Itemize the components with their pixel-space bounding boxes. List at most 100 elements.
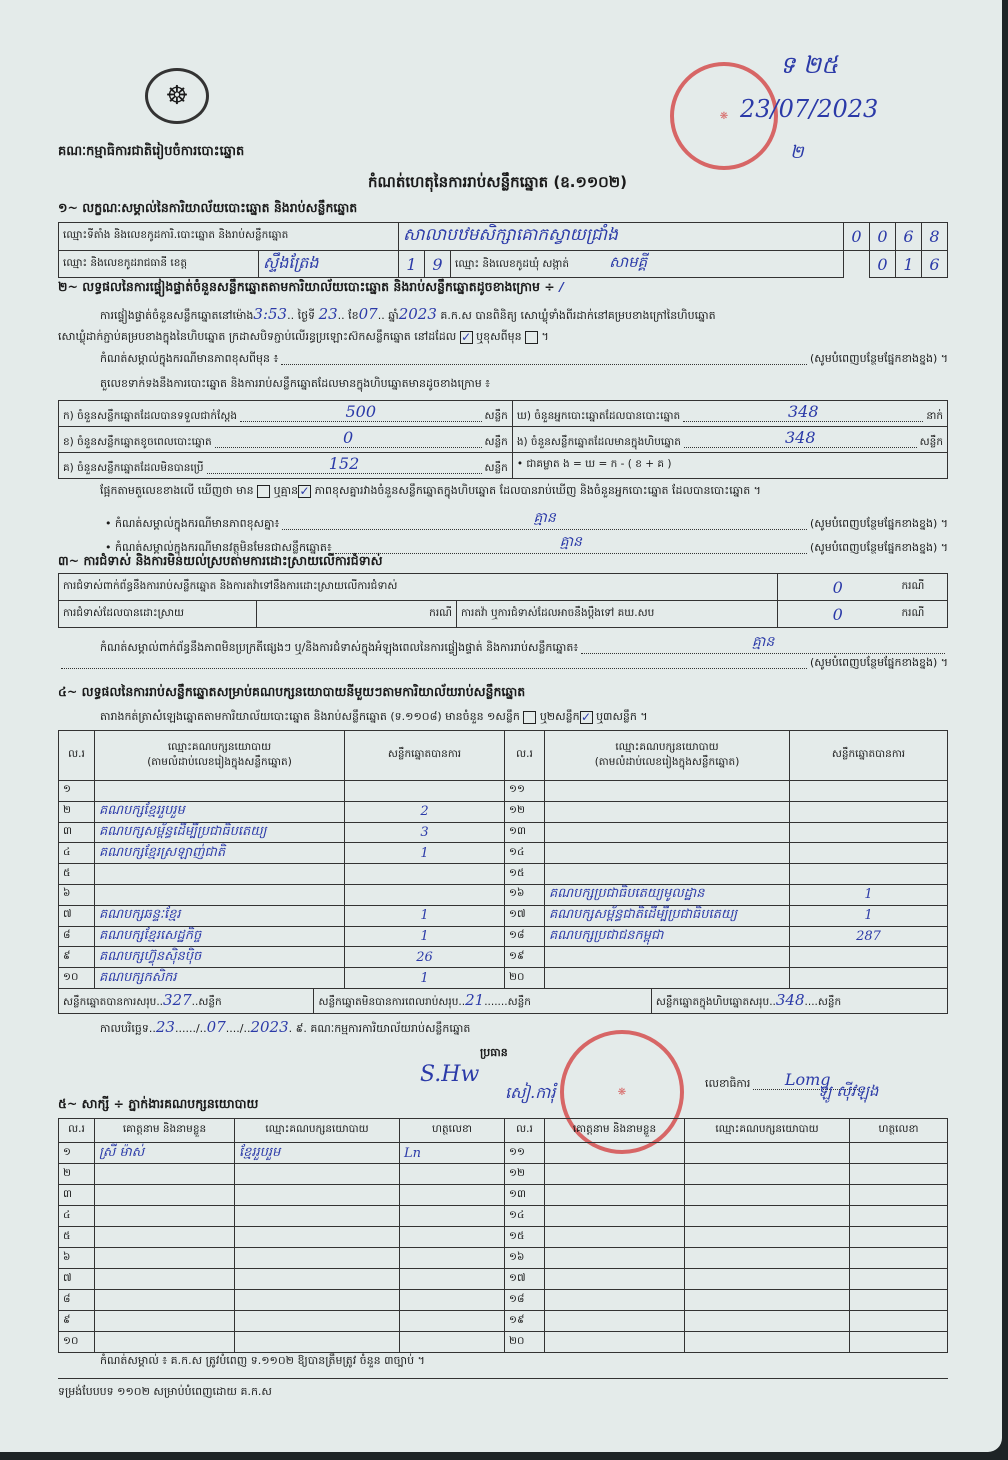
col-party: ឈ្មោះគណបក្សនយោបាយ [684,1118,850,1143]
table-row: ២គណបក្សខ្មែររួបរួម 2 ១២ [58,800,948,823]
figure-d: ឃ) ចំនួនអ្នកបោះឆ្នោតដែលបានបោះឆ្នោត 348 នាក… [511,400,949,427]
appeal-label: ការតវ៉ា ឬការជំទាស់ដែលអាចនឹងប្តឹងទៅ គឃ.សប [456,600,778,628]
resolved-label: ការជំទាស់ដែលបានដោះស្រាយ [58,600,257,628]
text: (សូមបំពេញបន្ថែមផ្នែកខាងខ្នង) ។ [809,656,948,669]
results-table: ល.រ ឈ្មោះគណបក្សនយោបាយ (តាមលំដាប់លេខរៀងក្ន… [58,730,948,989]
witness-name [544,1226,685,1248]
party-votes [344,883,505,906]
text: ឬគ្មាន [273,484,299,497]
witness-no: ១៤ [504,1205,545,1227]
table-row: ៩គណបក្សហ៊្វុនស៊ិនប៉ិច 26 ១៩ [58,946,948,969]
table-row: ៨ ១៨ [58,1289,948,1311]
value: 500 [240,402,482,422]
note-mismatch-value: គ្មាន [282,508,807,530]
party-votes [789,800,948,823]
official-stamp: ❋ [670,62,778,170]
col-name: គោត្តនាម និងនាមខ្លួន [544,1118,685,1143]
witness-no: ១៣ [504,1184,545,1206]
witness-sig [399,1247,505,1269]
table-row: ៧ ១៧ [58,1268,948,1290]
value: 348 [683,402,924,422]
party-no: ៥ [58,863,95,885]
text: • កំណត់សម្គាល់ក្នុងករណីមានវត្ថុមិនមែនជាស… [105,541,332,554]
party-party [544,946,790,969]
witness-table: ល.រ គោត្តនាម និងនាមខ្លួន ឈ្មោះគណបក្សនយោប… [58,1118,948,1353]
two-sheets-checkbox[interactable]: ✓ [579,709,593,724]
invalid-total: សន្លឹកឆ្នោតមិនបានការពេលរាប់សរុប..21.....… [313,988,652,1014]
station-code-digit: 6 [895,222,922,251]
witness-name [544,1205,685,1227]
different-checkbox[interactable] [525,330,539,344]
same-checkbox[interactable]: ✓ [459,329,473,344]
seal-paragraph: សោឃ្លុំដាក់ភ្ជាប់គម្របខាងក្នុងនៃហិបឆ្នោត… [58,329,549,344]
party-party [544,780,790,802]
text: (តាមលំដាប់លេខរៀងក្នុងសន្លឹកឆ្នោត) [594,755,740,768]
witness-no: ១៩ [504,1310,545,1332]
text: គ.ក.ស បានពិនិត្យ សោឃ្លុំទាំងពីរដាក់នៅគម្… [440,309,716,322]
witness-no: ១២ [504,1163,545,1185]
unit: ករណី [429,606,452,619]
party-votes [344,780,505,802]
text: សន្លឹកឆ្នោតបានការសរុប [63,996,157,1008]
witness-party: ខ្មែររួបរួម [234,1142,400,1164]
section2-heading: ២~ លទ្ធផលនៃការផ្ទៀងផ្ទាត់ចំនួនសន្លឹកឆ្នោ… [58,279,564,298]
station-label: ឈ្មោះទីតាំង និងលេខកូដការិ.បោះឆ្នោត និងរា… [58,222,399,251]
party-party: គណបក្សឆន្ទៈខ្មែរ [94,904,345,927]
col-signature: ហត្ថលេខា [849,1118,948,1143]
text: លេខាធិការ [705,1077,751,1090]
committee-name: គណៈកម្មាធិការជាតិរៀបចំការបោះឆ្នោត [58,144,245,159]
witness-party [234,1247,400,1269]
col-party: ឈ្មោះគណបក្សនយោបាយ [234,1118,400,1143]
province-code-digit: 1 [398,250,425,278]
col-name: គោត្តនាម និងនាមខ្លួន [94,1118,235,1143]
unit: សន្លឹក [484,462,508,474]
witness-name [544,1331,685,1353]
witness-party [234,1226,400,1248]
section5-heading: ៥~ សាក្សី ÷ ភ្នាក់ងារគណបក្សនយោបាយ [58,1096,259,1111]
text: (សូមបំពេញបន្ថែមផ្នែកខាងខ្នង) ។ [809,541,948,554]
col-votes: សន្លឹកឆ្នោតបានការ [789,730,948,781]
party-party: គណបក្សសម្ព័ន្ធដើម្បីប្រជាធិបតេយ្យ [94,821,345,844]
witness-name [544,1184,685,1206]
no-diff-checkbox[interactable]: ✓ [298,483,312,498]
secretary-line: លេខាធិការ Lomg [705,1070,865,1093]
one-sheet-checkbox[interactable] [523,710,537,724]
witness-name [94,1310,235,1332]
witness-sig [849,1310,948,1332]
text: សន្លឹកឆ្នោតមិនបានការពេលរាប់សរុប [318,996,459,1008]
party-no: ៦ [58,883,95,906]
party-no: ១៨ [504,925,545,948]
witness-sig [849,1226,948,1248]
witness-no: ១ [58,1142,95,1164]
party-party: គណបក្សប្រជាជនកម្ពុជា [544,925,790,948]
witness-name [544,1289,685,1311]
label: ឃ) ចំនួនអ្នកបោះឆ្នោតដែលបានបោះឆ្នោត [516,410,681,422]
party-no: ១៥ [504,863,545,885]
text: ឬ៣សន្លឹក ។ [596,710,648,723]
party-no: ៨ [58,925,95,948]
province-value: ស្ទឹងត្រែង [258,250,399,278]
party-party [544,821,790,844]
text: • កំណត់សម្គាល់ក្នុងករណីមានភាពខុសគ្នា៖ [105,517,280,530]
form-label: ទម្រង់បែបបទ ១១០២ សម្រាប់បំពេញដោយ គ.ក.ស [58,1385,272,1398]
note-diff-line: កំណត់សម្គាល់ក្នុងករណីមានភាពខុសពីមុន ៖ (សូ… [100,352,948,368]
witness-no: ១១ [504,1142,545,1164]
witness-sig [399,1268,505,1290]
text: កាលបរិច្ឆេទ [100,1022,149,1035]
footer-note: កំណត់សម្គាល់ ៖ គ.ក.ស ត្រូវបំពេញ ទ.១១០២ ឱ… [100,1354,425,1367]
witness-no: ១៦ [504,1247,545,1269]
witness-sig [849,1184,948,1206]
has-diff-checkbox[interactable] [257,484,271,498]
party-votes: 26 [344,946,505,969]
party-no: ២០ [504,967,545,989]
witness-sig [849,1205,948,1227]
table-row: ៣ ១៣ [58,1184,948,1206]
witness-party [684,1268,850,1290]
chair-name: សៀ.ការុំ [505,1083,556,1102]
witness-no: ២០ [504,1331,545,1353]
table-row: ៩ ១៩ [58,1310,948,1332]
station-code-digit: 0 [843,222,870,251]
commune-value: សាមគ្គី [609,253,648,271]
party-no: ២ [58,800,95,823]
table-row: ៧គណបក្សឆន្ទៈខ្មែរ 1 ១៧ គណបក្សសម្ព័ន្ធជាតិដើ… [58,904,948,927]
